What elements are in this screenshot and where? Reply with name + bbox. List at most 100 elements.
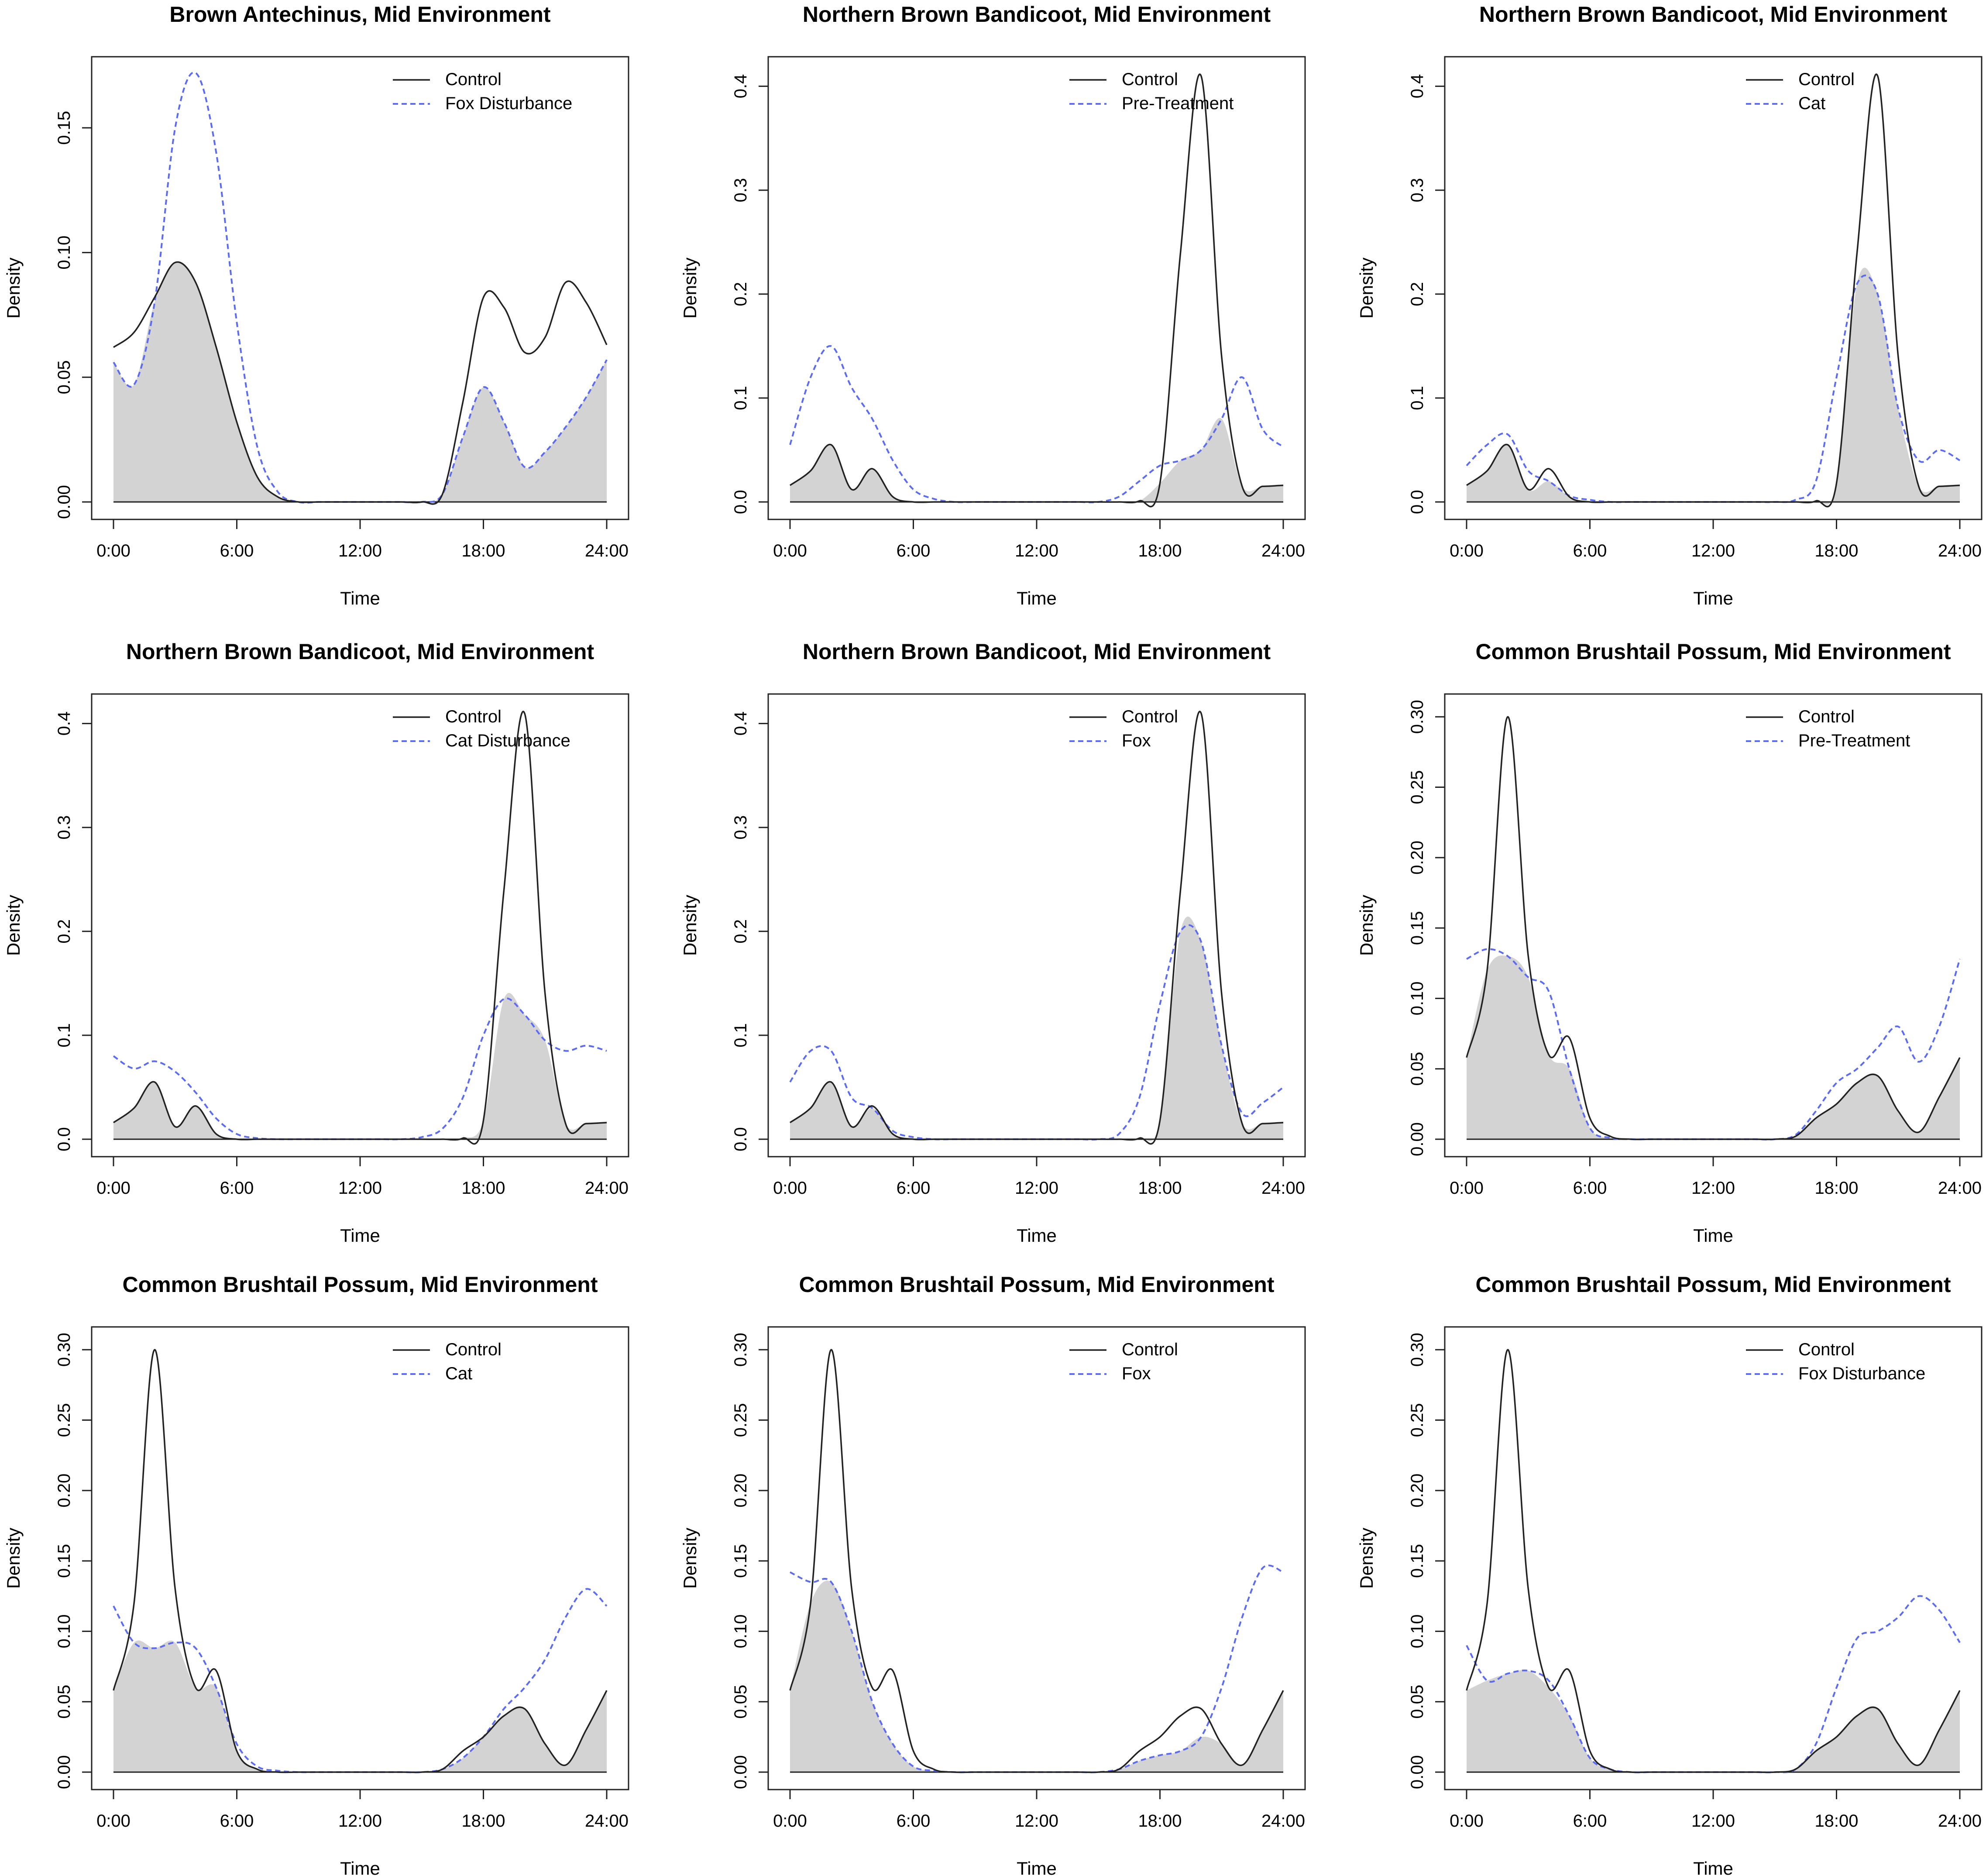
x-tick-label: 18:00: [461, 541, 505, 560]
legend-comparison-label: Fox Disturbance: [445, 94, 572, 113]
y-tick-label: 0.20: [55, 1474, 74, 1508]
y-tick-label: 0.00: [1408, 1122, 1427, 1156]
y-tick-label: 0.00: [731, 1755, 750, 1789]
series-control-line: [113, 711, 607, 1145]
y-tick-label: 0.10: [1408, 1614, 1427, 1648]
y-axis-label: Density: [3, 895, 24, 956]
y-tick-label: 0.15: [1408, 1544, 1427, 1578]
legend-control-label: Control: [445, 707, 502, 726]
panel-1: Brown Antechinus, Mid Environment 0:00 6:0…: [3, 2, 629, 608]
overlap-area: [113, 261, 607, 503]
y-tick-label: 0.05: [1408, 1685, 1427, 1719]
panel-title: Common Brushtail Possum, Mid Environment: [1476, 1272, 1951, 1297]
x-tick-label: 18:00: [1814, 1811, 1858, 1831]
x-axis-label: Time: [1693, 1225, 1733, 1246]
y-tick-label: 0.10: [731, 1614, 750, 1648]
y-tick-label: 0.4: [731, 711, 750, 736]
y-tick-label: 0.25: [1408, 1403, 1427, 1437]
x-tick-label: 0:00: [96, 1811, 131, 1831]
x-tick-label: 18:00: [1814, 1179, 1858, 1198]
y-tick-label: 0.25: [1408, 770, 1427, 804]
x-axis-label: Time: [1017, 588, 1057, 608]
x-tick-label: 6:00: [1573, 1811, 1607, 1831]
y-tick-label: 0.1: [1408, 386, 1427, 410]
legend-comparison-label: Fox Disturbance: [1798, 1364, 1925, 1383]
x-tick-label: 12:00: [1015, 1179, 1058, 1198]
x-tick-label: 24:00: [585, 541, 629, 560]
x-tick-label: 6:00: [220, 1811, 254, 1831]
x-tick-label: 24:00: [1938, 1811, 1982, 1831]
panel-3: Northern Brown Bandicoot, Mid Environmen…: [1356, 2, 1983, 608]
x-tick-label: 12:00: [338, 1811, 382, 1831]
y-tick-label: 0.3: [1408, 178, 1427, 203]
x-axis-label: Time: [1693, 588, 1733, 608]
legend-comparison-label: Pre-Treatment: [1798, 731, 1910, 750]
legend-control-label: Control: [445, 1340, 502, 1359]
x-tick-label: 12:00: [1691, 1811, 1735, 1831]
series-fox-line: [790, 1564, 1284, 1773]
x-axis-label: Time: [340, 588, 380, 608]
panel-5: Northern Brown Bandicoot, Mid Environmen…: [680, 639, 1306, 1246]
x-tick-label: 24:00: [1938, 1179, 1982, 1198]
panel-2: Northern Brown Bandicoot, Mid Environmen…: [680, 2, 1306, 608]
legend-comparison-label: Cat Disturbance: [445, 731, 570, 750]
panel-6: Common Brushtail Possum, Mid Environment…: [1356, 639, 1983, 1246]
y-tick-label: 0.4: [731, 74, 750, 99]
series-control-line: [1466, 73, 1960, 508]
series-control-line: [789, 711, 1284, 1145]
panel-4: Northern Brown Bandicoot, Mid Environmen…: [3, 639, 629, 1246]
y-tick-label: 0.10: [55, 236, 74, 270]
y-tick-label: 0.3: [731, 178, 750, 203]
y-tick-label: 0.1: [55, 1023, 74, 1048]
x-tick-label: 6:00: [897, 1179, 931, 1198]
overlap-area: [790, 418, 1283, 503]
y-tick-label: 0.4: [1408, 74, 1427, 99]
x-tick-label: 18:00: [1814, 541, 1858, 560]
x-tick-label: 18:00: [1138, 1811, 1182, 1831]
y-tick-label: 0.00: [55, 1755, 74, 1789]
panel-title: Northern Brown Bandicoot, Mid Environmen…: [803, 639, 1271, 664]
y-axis-label: Density: [1356, 1528, 1377, 1589]
series-control-line: [1466, 716, 1961, 1141]
y-tick-label: 0.0: [731, 490, 750, 514]
legend-comparison-label: Cat: [1798, 94, 1825, 113]
y-tick-label: 0.3: [55, 815, 74, 840]
x-tick-label: 0:00: [773, 541, 807, 560]
y-tick-label: 0.05: [55, 1685, 74, 1719]
y-tick-label: 0.0: [55, 1127, 74, 1151]
legend: Control Cat Disturbance: [393, 707, 570, 750]
x-tick-label: 0:00: [96, 1179, 131, 1198]
x-tick-label: 6:00: [1573, 541, 1607, 560]
y-tick-label: 0.10: [1408, 981, 1427, 1015]
y-tick-label: 0.10: [55, 1614, 74, 1648]
legend: Control Fox: [1069, 707, 1178, 750]
legend: Control Fox Disturbance: [1746, 1340, 1925, 1383]
y-tick-label: 0.0: [731, 1127, 750, 1151]
y-tick-label: 0.30: [1408, 700, 1427, 734]
series-control-line: [789, 73, 1284, 508]
x-tick-label: 0:00: [773, 1179, 807, 1198]
x-tick-label: 6:00: [220, 1179, 254, 1198]
x-tick-label: 0:00: [96, 541, 131, 560]
overlap-area: [790, 1581, 1283, 1773]
series-control-line: [113, 1349, 608, 1773]
legend-control-label: Control: [1798, 1340, 1855, 1359]
x-tick-label: 0:00: [1450, 541, 1484, 560]
x-tick-label: 12:00: [1015, 541, 1058, 560]
y-tick-label: 0.3: [731, 815, 750, 840]
y-tick-label: 0.20: [1408, 1474, 1427, 1508]
x-tick-label: 12:00: [338, 541, 382, 560]
legend-control-label: Control: [1798, 707, 1855, 726]
y-tick-label: 0.2: [1408, 282, 1427, 306]
x-tick-label: 12:00: [1015, 1811, 1058, 1831]
y-tick-label: 0.0: [1408, 490, 1427, 514]
overlap-area: [113, 1640, 607, 1773]
legend-control-label: Control: [445, 70, 502, 89]
y-axis-label: Density: [680, 258, 700, 319]
panel-7: Common Brushtail Possum, Mid Environment…: [3, 1272, 629, 1876]
x-tick-label: 6:00: [220, 541, 254, 560]
legend: Control Pre-Treatment: [1746, 707, 1910, 750]
y-tick-label: 0.15: [55, 111, 74, 145]
y-tick-label: 0.30: [55, 1333, 74, 1367]
y-axis-label: Density: [1356, 895, 1377, 956]
